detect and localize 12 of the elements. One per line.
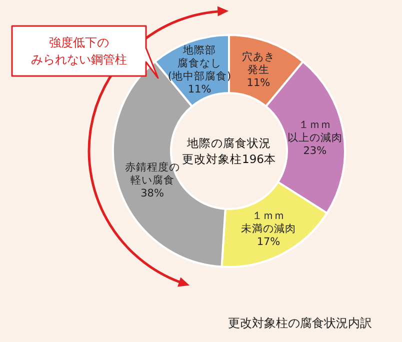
- data-label: 11%: [246, 76, 270, 89]
- data-label: 11%: [188, 83, 212, 96]
- text: 更改対象柱の腐食状況内訳: [228, 316, 372, 330]
- slice-label: 穴あき発生: [242, 50, 275, 76]
- data-label: 23%: [303, 145, 327, 158]
- text: 地際の腐食状況更改対象柱196本: [182, 136, 276, 166]
- slice-label: １ｍｍ以上の減肉: [287, 119, 342, 144]
- slice-label: １ｍｍ未満の減肉: [240, 210, 296, 236]
- data-label: 17%: [256, 236, 280, 248]
- text: 強度低下のみられない鋼管柱: [31, 36, 127, 67]
- slice-label: 赤錆程度の軽い腐食: [124, 160, 180, 187]
- data-label: 38%: [140, 188, 164, 200]
